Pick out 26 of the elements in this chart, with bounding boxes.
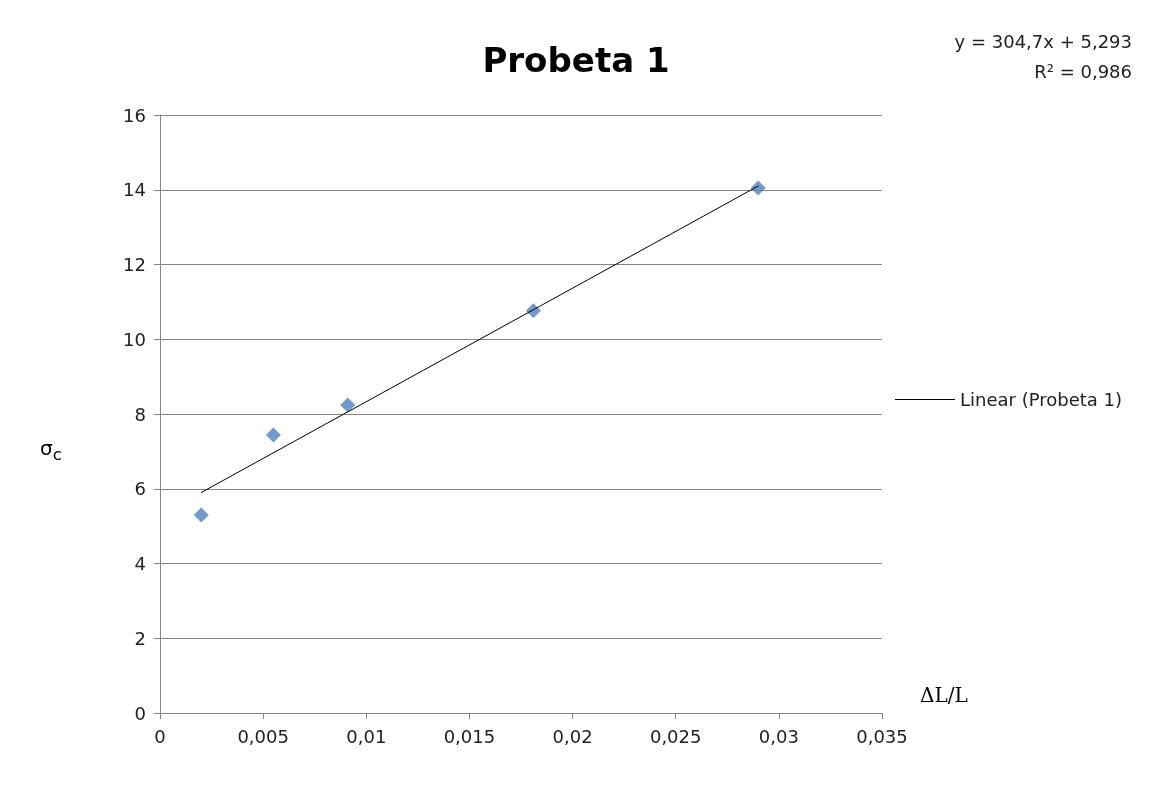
x-tick-label: 0,015	[443, 725, 496, 747]
y-tick-label: 12	[123, 254, 146, 275]
x-tick-label: 0,005	[237, 725, 289, 747]
x-tick-label: 0,035	[856, 725, 908, 747]
chart-title: Probeta 1	[482, 40, 670, 80]
x-tick-label: 0,025	[649, 725, 702, 747]
text: y = 304,7x + 5,293	[954, 30, 1132, 52]
x-axis-title: ΔL/L	[920, 683, 968, 707]
y-tick-label: 0	[134, 702, 146, 724]
y-tick-label: 4	[134, 553, 146, 574]
y-tick-label: 16	[123, 104, 146, 126]
y-tick-label: 14	[123, 179, 146, 201]
y-axis-title: σ$_{c}$	[40, 436, 62, 464]
x-tick-label: 0,03	[758, 725, 799, 747]
y-tick-label: 8	[134, 403, 146, 425]
point	[193, 507, 209, 523]
x-tick-label: 0,02	[552, 725, 593, 747]
x-tick-label: 0	[154, 725, 166, 747]
y-tick-label: 10	[123, 328, 146, 350]
legend-label: Linear (Probeta 1)	[959, 389, 1122, 410]
x-tick-label: 0,01	[346, 725, 387, 747]
y-tick-label: 6	[134, 478, 146, 500]
y-tick-label: 2	[134, 627, 146, 649]
point	[340, 397, 356, 413]
text: R² = 0,986	[1034, 60, 1132, 82]
point	[265, 427, 281, 443]
